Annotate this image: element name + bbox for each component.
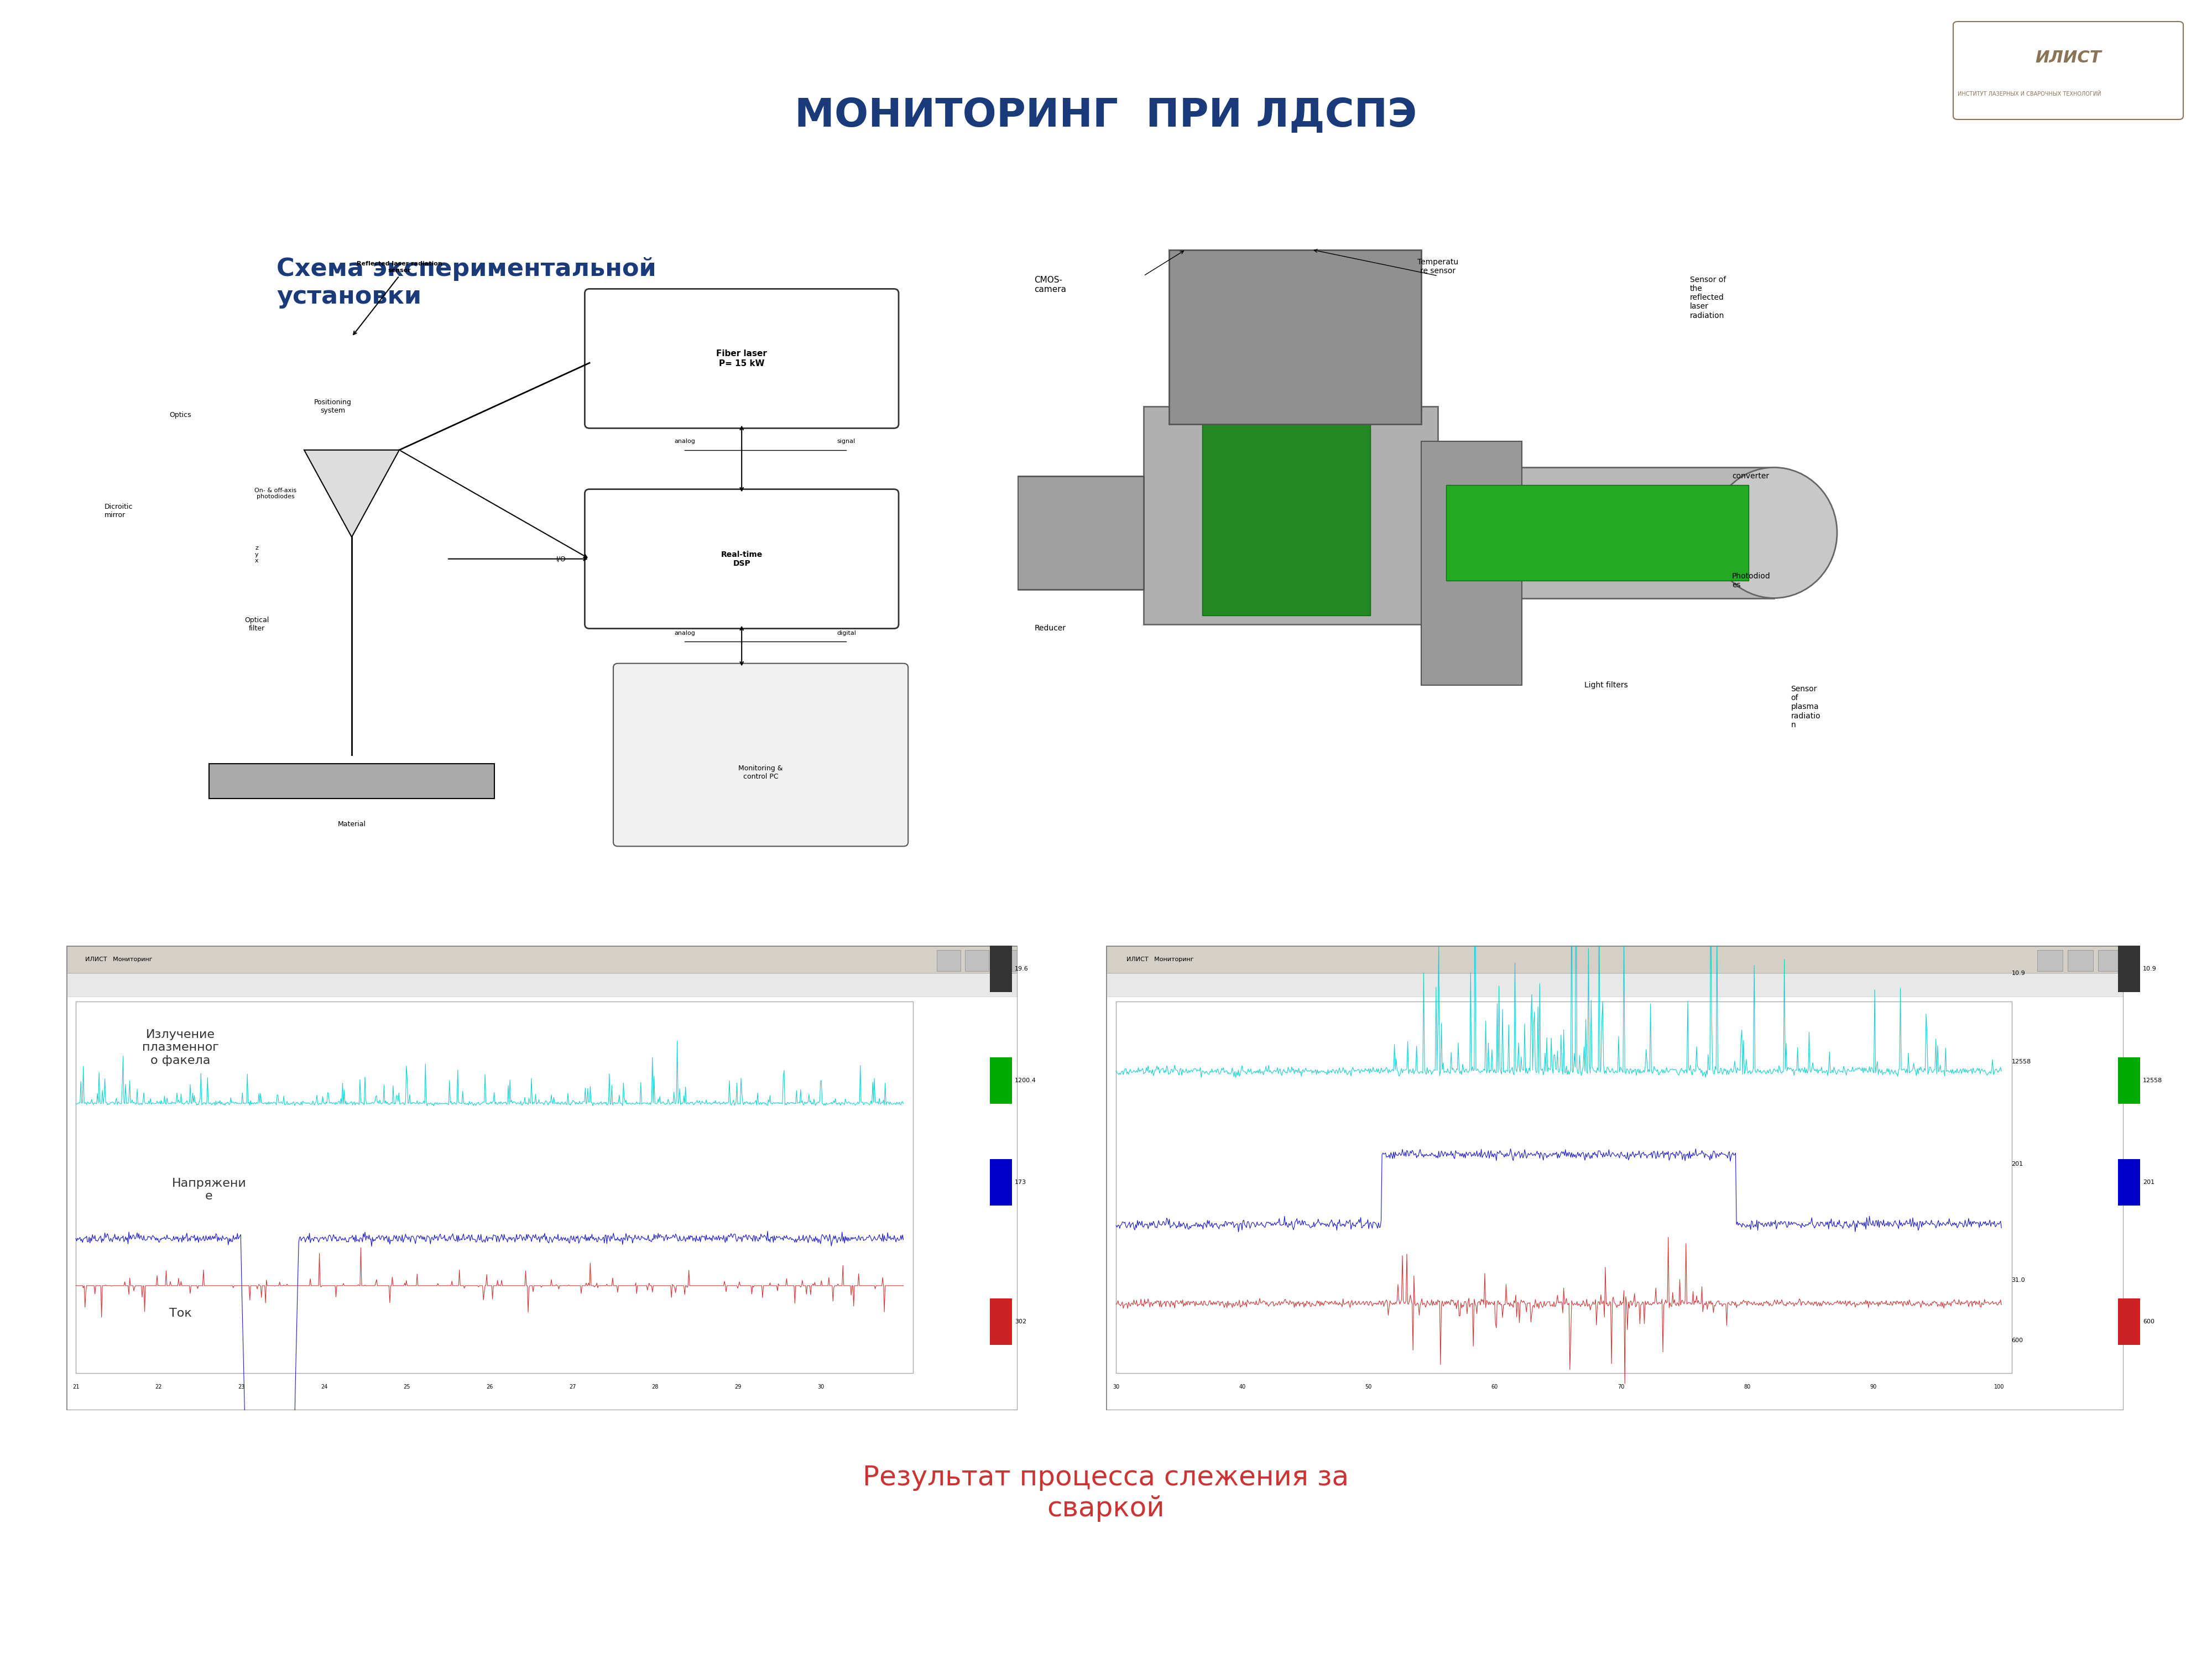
Text: 28: 28 [653, 1384, 659, 1390]
Text: 22: 22 [155, 1384, 161, 1390]
Text: 201: 201 [2011, 1161, 2024, 1166]
Text: Reflected laser radiation
sensor: Reflected laser radiation sensor [356, 260, 442, 274]
Bar [1018, 476, 1144, 589]
Text: 23: 23 [239, 1384, 246, 1390]
Text: 27: 27 [568, 1384, 575, 1390]
Bar [66, 974, 1018, 997]
FancyBboxPatch shape [613, 664, 909, 846]
Text: Ток: Ток [170, 1307, 192, 1319]
Bar [964, 951, 989, 971]
Text: 302: 302 [1015, 1319, 1026, 1324]
Text: Light filters: Light filters [1584, 682, 1628, 688]
Bar [2119, 1160, 2141, 1206]
Text: Схема экспериментальной
установки: Схема экспериментальной установки [276, 257, 657, 309]
Text: ИЛИСТ   Мониторинг: ИЛИСТ Мониторинг [86, 957, 153, 962]
Text: ИНСТИТУТ ЛАЗЕРНЫХ И СВАРОЧНЫХ ТЕХНОЛОГИЙ: ИНСТИТУТ ЛАЗЕРНЫХ И СВАРОЧНЫХ ТЕХНОЛОГИЙ [1958, 91, 2101, 96]
Text: 600: 600 [2011, 1337, 2024, 1344]
Bar [1106, 974, 2124, 997]
Text: Reducer: Reducer [1035, 624, 1066, 632]
Text: 31.0: 31.0 [2011, 1277, 2026, 1282]
Text: CMOS-
camera: CMOS- camera [1035, 275, 1066, 294]
FancyBboxPatch shape [584, 289, 898, 428]
Text: Material: Material [338, 821, 365, 828]
Text: 50: 50 [1365, 1384, 1371, 1390]
Bar [991, 1057, 1013, 1103]
Text: 25: 25 [403, 1384, 411, 1390]
Bar [1420, 441, 1522, 685]
Text: 1200.4: 1200.4 [1015, 1078, 1035, 1083]
Bar [2097, 951, 2124, 971]
Bar [66, 946, 1018, 974]
Bar [1168, 251, 1420, 425]
FancyBboxPatch shape [584, 489, 898, 629]
Text: 90: 90 [1869, 1384, 1876, 1390]
Text: Temperatu
re sensor: Temperatu re sensor [1418, 259, 1458, 275]
Text: z
y
x: z y x [254, 546, 259, 564]
Bar [1106, 946, 2124, 974]
Bar [1117, 1002, 2011, 1374]
Bar [993, 951, 1018, 971]
Text: 26: 26 [487, 1384, 493, 1390]
Text: 24: 24 [321, 1384, 327, 1390]
Text: МОНИТОРИНГ  ПРИ ЛДСПЭ: МОНИТОРИНГ ПРИ ЛДСПЭ [794, 96, 1418, 136]
Text: 60: 60 [1491, 1384, 1498, 1390]
Bar [991, 946, 1013, 992]
Text: 201: 201 [2143, 1180, 2154, 1185]
Text: 21: 21 [73, 1384, 80, 1390]
Text: 600: 600 [2143, 1319, 2154, 1324]
Bar [2037, 951, 2062, 971]
Bar [936, 951, 960, 971]
Text: Positioning
system: Positioning system [314, 398, 352, 415]
Text: 10.9: 10.9 [2143, 966, 2157, 972]
Text: signal: signal [836, 438, 856, 445]
FancyBboxPatch shape [1953, 22, 2183, 119]
Bar [1447, 484, 1750, 581]
Text: Real-time
DSP: Real-time DSP [721, 551, 763, 567]
Text: Sensor
of
plasma
radiatio
n: Sensor of plasma radiatio n [1792, 685, 1820, 728]
Text: Photodiod
es: Photodiod es [1732, 572, 1770, 589]
Text: Излучение
плазменног
о факела: Излучение плазменног о факела [142, 1029, 219, 1067]
Bar [1438, 468, 1774, 599]
Text: Optics: Optics [170, 411, 192, 418]
Text: I/O: I/O [555, 556, 566, 562]
Text: ИЛИСТ   Мониторинг: ИЛИСТ Мониторинг [1126, 957, 1194, 962]
Bar [991, 1160, 1013, 1206]
Text: analog: analog [675, 630, 695, 635]
Bar [208, 763, 495, 798]
Bar [2119, 1057, 2141, 1103]
Bar [75, 1002, 914, 1374]
Text: digital: digital [836, 630, 856, 635]
Text: On- & off-axis
photodiodes: On- & off-axis photodiodes [254, 488, 296, 499]
Text: 12558: 12558 [2143, 1078, 2163, 1083]
Text: 10.9: 10.9 [2011, 971, 2026, 975]
Text: Sensor of
the
reflected
laser
radiation: Sensor of the reflected laser radiation [1690, 275, 1725, 320]
Bar [991, 1299, 1013, 1345]
Text: 173: 173 [1015, 1180, 1026, 1185]
Bar [1203, 415, 1371, 615]
Text: Результат процесса слежения за
сваркой: Результат процесса слежения за сваркой [863, 1465, 1349, 1521]
Text: 40: 40 [1239, 1384, 1245, 1390]
Text: 70: 70 [1617, 1384, 1624, 1390]
Text: 19.6: 19.6 [1015, 966, 1029, 972]
Bar [2119, 946, 2141, 992]
Text: 80: 80 [1743, 1384, 1750, 1390]
Bar [2068, 951, 2093, 971]
Bar [1144, 406, 1438, 624]
Circle shape [1712, 468, 1838, 599]
Text: 100: 100 [1995, 1384, 2004, 1390]
Text: Напряжени
е: Напряжени е [173, 1178, 246, 1201]
Bar [2119, 1299, 2141, 1345]
Text: ИЛИСТ: ИЛИСТ [2035, 50, 2101, 66]
Text: analog: analog [675, 438, 695, 445]
Text: 29: 29 [734, 1384, 741, 1390]
Polygon shape [305, 450, 398, 538]
Text: 30: 30 [816, 1384, 825, 1390]
Text: 12558: 12558 [2011, 1058, 2031, 1065]
Text: Fiber laser
P= 15 kW: Fiber laser P= 15 kW [717, 350, 768, 368]
Text: Monitoring &
control PC: Monitoring & control PC [739, 765, 783, 780]
Text: Dicroitic
mirror: Dicroitic mirror [104, 503, 133, 519]
Text: Optical
filter: Optical filter [243, 617, 270, 632]
Text: 30: 30 [1113, 1384, 1119, 1390]
Text: converter: converter [1732, 473, 1770, 479]
